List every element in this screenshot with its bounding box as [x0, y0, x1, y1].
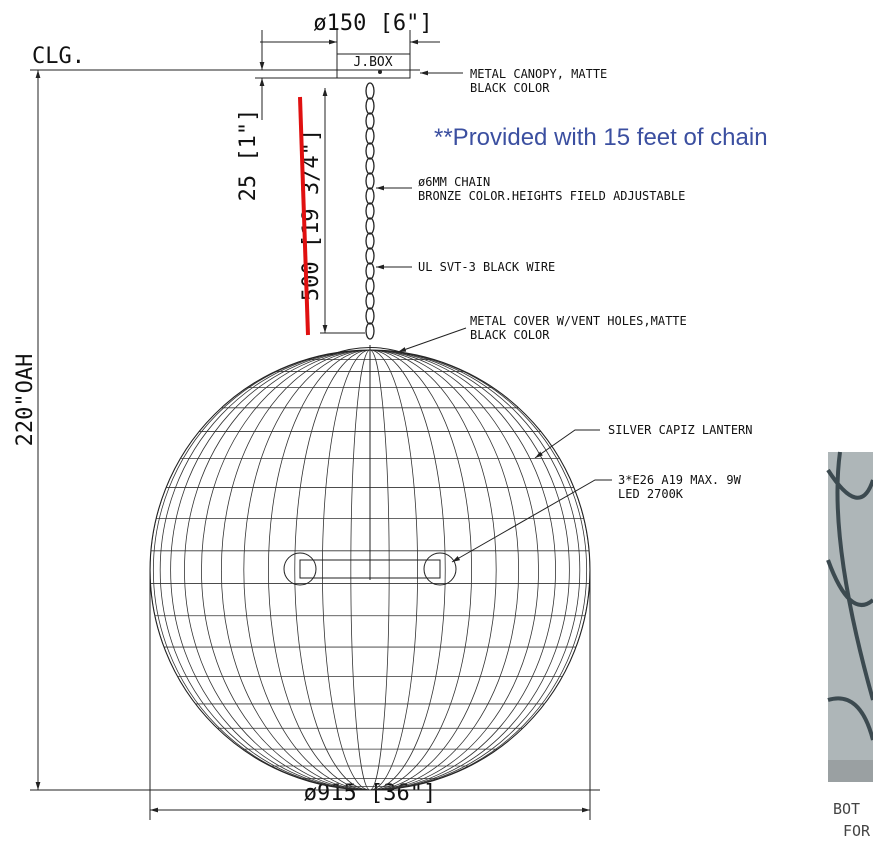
callout: BLACK COLOR	[470, 81, 550, 95]
bulb	[283, 552, 317, 586]
screw	[378, 70, 382, 74]
chain-link	[365, 247, 375, 265]
red-strike	[298, 96, 310, 336]
chain-link	[365, 97, 375, 115]
meridian	[350, 350, 390, 790]
chain-link	[365, 112, 375, 130]
leader	[534, 429, 600, 459]
callout: ø6MM CHAIN	[418, 175, 490, 189]
chain	[365, 82, 375, 340]
meridian	[170, 350, 570, 790]
chain-link	[365, 262, 375, 280]
chain-link	[365, 127, 375, 145]
canopy-diameter: ø150 [6"]	[313, 11, 432, 36]
photo-caption: FOR	[843, 822, 871, 840]
chain-link	[365, 217, 375, 235]
callout: LED 2700K	[618, 487, 684, 501]
chain-note: **Provided with 15 feet of chain	[434, 124, 768, 151]
meridian	[220, 350, 520, 790]
chain-link	[365, 187, 375, 205]
meridian	[321, 350, 419, 790]
canopy	[336, 53, 411, 79]
meridian	[201, 350, 539, 790]
leader	[397, 327, 467, 353]
meridian	[184, 350, 556, 790]
bulb	[423, 552, 457, 586]
chain-link	[365, 172, 375, 190]
ceiling-label: CLG.	[32, 44, 85, 69]
chain-link	[365, 202, 375, 220]
callout: UL SVT-3 BLACK WIRE	[418, 260, 555, 274]
meridian	[294, 350, 446, 790]
callout: SILVER CAPIZ LANTERN	[608, 423, 753, 437]
meridian	[152, 350, 588, 790]
photo-detail	[826, 451, 873, 741]
meridian	[243, 350, 497, 790]
chain-link	[365, 232, 375, 250]
callout: BRONZE COLOR.HEIGHTS FIELD ADJUSTABLE	[418, 189, 685, 203]
chain-link	[365, 277, 375, 295]
meridian	[268, 350, 472, 790]
cover	[329, 347, 411, 356]
callout: 3*E26 A19 MAX. 9W	[618, 473, 742, 487]
callout: METAL CANOPY, MATTE	[470, 67, 607, 81]
chain-link	[365, 142, 375, 160]
chain-link	[365, 322, 375, 340]
callout: BLACK COLOR	[470, 328, 550, 342]
photo-caption: BOT	[833, 800, 860, 818]
photo-base	[828, 760, 873, 782]
hub	[299, 559, 441, 579]
leader	[451, 479, 612, 563]
chain-link	[365, 82, 375, 100]
meridian	[159, 350, 581, 790]
chain-link	[365, 307, 375, 325]
callout: METAL COVER W/VENT HOLES,MATTE	[470, 314, 687, 328]
overall-height: 220"OAH	[13, 354, 38, 447]
canopy-offset: 25 [1"]	[236, 109, 261, 202]
chain-link	[365, 157, 375, 175]
jbox-label: J.BOX	[353, 55, 392, 70]
chain-link	[365, 292, 375, 310]
